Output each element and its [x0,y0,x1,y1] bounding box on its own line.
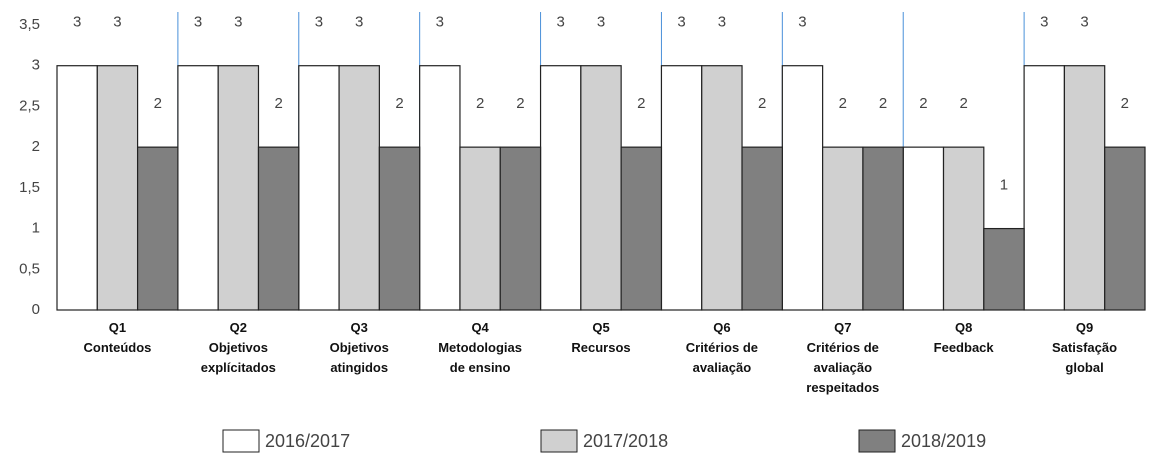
bar [298,65,340,311]
legend-label: 2016/2017 [265,431,350,451]
y-tick-label: 1 [32,220,40,237]
x-tick-label: Q9 Satisfação global [1052,320,1118,375]
x-tick-label: Q8 Feedback [933,320,994,355]
bar [1063,65,1106,311]
data-label: 2 [476,95,484,112]
data-label: 1 [1000,177,1008,194]
data-label: 3 [597,14,605,31]
y-tick-label: 1,5 [19,179,40,196]
data-label: 3 [1040,14,1048,31]
x-tick-label: Q2 Objetivos explícitados [200,320,276,375]
x-tick-label: Q5 Recursos [571,320,631,355]
data-label: 2 [637,95,645,112]
bar [459,146,501,311]
legend-swatch [222,429,260,453]
x-tick-label: Q1 Conteúdos [83,320,152,355]
data-label: 3 [557,14,565,31]
legend-label: 2017/2018 [583,431,668,451]
y-tick-label: 3 [32,57,40,74]
data-label: 3 [315,14,323,31]
data-label: 3 [355,14,363,31]
data-label: 3 [1080,14,1088,31]
bar [701,65,743,311]
y-tick-label: 3,5 [19,16,40,33]
legend-swatch [858,429,896,453]
data-label: 3 [73,14,81,31]
y-tick-label: 0 [32,301,40,318]
data-label: 2 [1121,95,1129,112]
bar [177,65,219,311]
bar [257,146,300,311]
bar [419,65,461,311]
bar [660,65,703,311]
bar [338,65,380,311]
x-tick-label: Q7 Critérios de avaliação respeitados [806,320,880,395]
data-label: 3 [436,14,444,31]
bar [620,146,663,311]
bar [983,227,1025,311]
x-tick-label: Q4 Metodologias de ensino [438,320,522,375]
data-label: 2 [919,95,927,112]
bar [539,65,582,311]
data-label: 3 [718,14,726,31]
data-label: 3 [798,14,806,31]
bar [942,146,985,311]
data-label: 2 [516,95,524,112]
data-label: 2 [274,95,282,112]
x-tick-label: Q3 Objetivos atingidos [329,320,389,375]
x-tick-label: Q6 Critérios de avaliação [685,320,758,375]
bar [217,65,260,311]
bar [56,65,98,311]
bar [1104,146,1146,311]
bar [822,146,864,311]
bar [136,146,179,311]
y-tick-label: 2 [32,138,40,155]
bar [741,146,783,311]
y-tick-label: 2,5 [19,97,40,114]
data-label: 2 [758,95,766,112]
data-label: 2 [959,95,967,112]
legend-swatch [540,429,578,453]
bar [902,146,945,311]
data-label: 3 [234,14,242,31]
data-label: 3 [194,14,202,31]
bar [580,65,622,311]
data-label: 3 [113,14,121,31]
bar [781,65,824,311]
legend-label: 2018/2019 [901,431,986,451]
data-label: 2 [879,95,887,112]
data-label: 2 [154,95,162,112]
bar [862,146,904,311]
bar [96,65,139,311]
bar [378,146,421,311]
y-tick-label: 0,5 [19,260,40,277]
bar [1023,65,1066,311]
bar [499,146,542,311]
data-label: 2 [839,95,847,112]
data-label: 3 [677,14,685,31]
data-label: 2 [395,95,403,112]
